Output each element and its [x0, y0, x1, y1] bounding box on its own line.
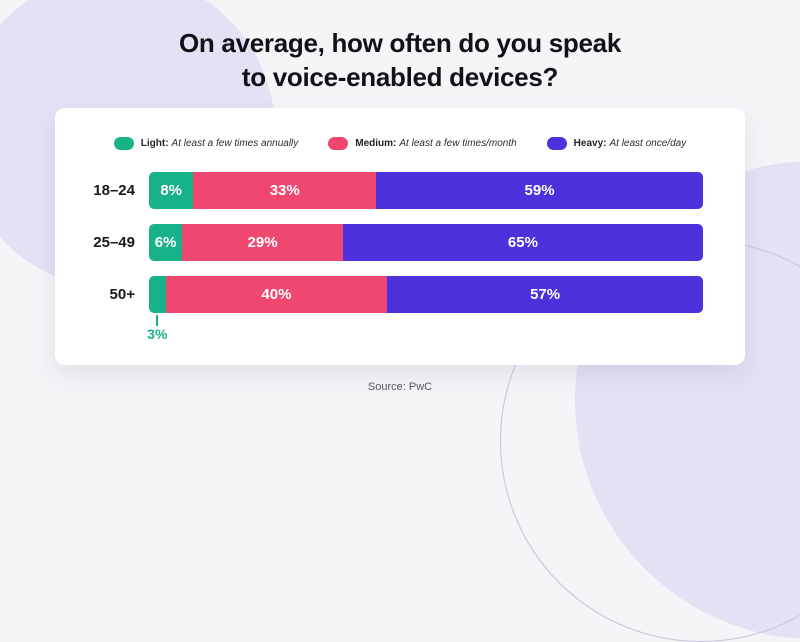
bar-segment-heavy: 65%	[342, 224, 703, 261]
bar-segment-medium: 40%	[165, 276, 388, 313]
bar: 40% 57% 3%	[147, 276, 703, 342]
bar-segment-value: 8%	[160, 182, 182, 199]
chart-title: On average, how often do you speak to vo…	[0, 26, 800, 94]
bar-segment-value: 40%	[261, 286, 292, 303]
chart-title-line1: On average, how often do you speak	[178, 28, 621, 58]
legend-text: Medium: At least a few times/month	[355, 138, 516, 149]
bar-row: 50+ 40% 57% 3%	[55, 276, 703, 342]
bar-segment-light: 8%	[149, 172, 194, 209]
legend-description: At least a few times annually	[171, 138, 299, 149]
bar-segment-value: 33%	[269, 182, 300, 199]
legend-item: Medium: At least a few times/month	[328, 137, 517, 150]
chart-card: Light: At least a few times annually Mediu…	[55, 108, 745, 365]
legend-item: Light: At least a few times annually	[113, 137, 299, 150]
bar-row: 25–49 6% 29% 65%	[55, 224, 703, 261]
bar-segment-value: 65%	[507, 234, 538, 251]
bar-row-label: 25–49	[93, 234, 135, 251]
legend-item: Heavy: At least once/day	[546, 137, 687, 150]
legend-text: Light: At least a few times annually	[141, 138, 299, 149]
legend-text: Heavy: At least once/day	[574, 138, 687, 149]
bar-track: 8% 33% 59%	[149, 172, 703, 209]
bar-segment-heavy: 59%	[376, 172, 703, 209]
bar-segment-medium: 33%	[193, 172, 377, 209]
bar-segment-value: 59%	[524, 182, 555, 199]
bar-rows: 18–24 8% 33% 59% 25–49 6% 29% 65% 50+ 40% 57% 3%	[55, 172, 703, 342]
bar-segment-medium: 29%	[182, 224, 343, 261]
bar-segment-heavy: 57%	[387, 276, 703, 313]
bar-segment-value: 57%	[530, 286, 561, 303]
legend: Light: At least a few times annually Mediu…	[55, 137, 745, 150]
legend-label: Heavy:	[573, 138, 607, 149]
bar-row: 18–24 8% 33% 59%	[55, 172, 703, 209]
legend-description: At least a few times/month	[399, 138, 517, 149]
chart-title-line2: to voice-enabled devices?	[241, 62, 559, 92]
legend-label: Medium:	[355, 138, 397, 149]
bar-row-label: 18–24	[93, 182, 135, 199]
legend-swatch	[546, 137, 567, 150]
legend-swatch	[113, 137, 134, 150]
bar-segment-light	[149, 276, 166, 313]
bar-row-label: 50+	[109, 286, 135, 303]
callout-value: 3%	[147, 326, 168, 342]
legend-description: At least once/day	[609, 138, 687, 149]
bar-segment-value: 29%	[247, 234, 278, 251]
bar: 8% 33% 59%	[149, 172, 703, 209]
bar-track: 6% 29% 65%	[149, 224, 703, 261]
bar-segment-light: 6%	[149, 224, 183, 261]
bar-track: 40% 57%	[149, 276, 703, 313]
callout-line	[156, 315, 159, 326]
legend-swatch	[328, 137, 349, 150]
bar-segment-value: 6%	[154, 234, 177, 251]
source-caption: Source: PwC	[367, 381, 433, 393]
bar: 6% 29% 65%	[149, 224, 703, 261]
legend-label: Light:	[140, 138, 169, 149]
